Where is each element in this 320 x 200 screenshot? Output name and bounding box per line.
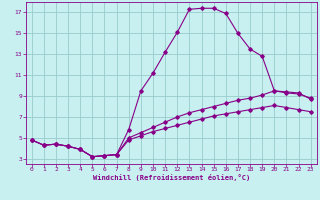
X-axis label: Windchill (Refroidissement éolien,°C): Windchill (Refroidissement éolien,°C) (92, 174, 250, 181)
